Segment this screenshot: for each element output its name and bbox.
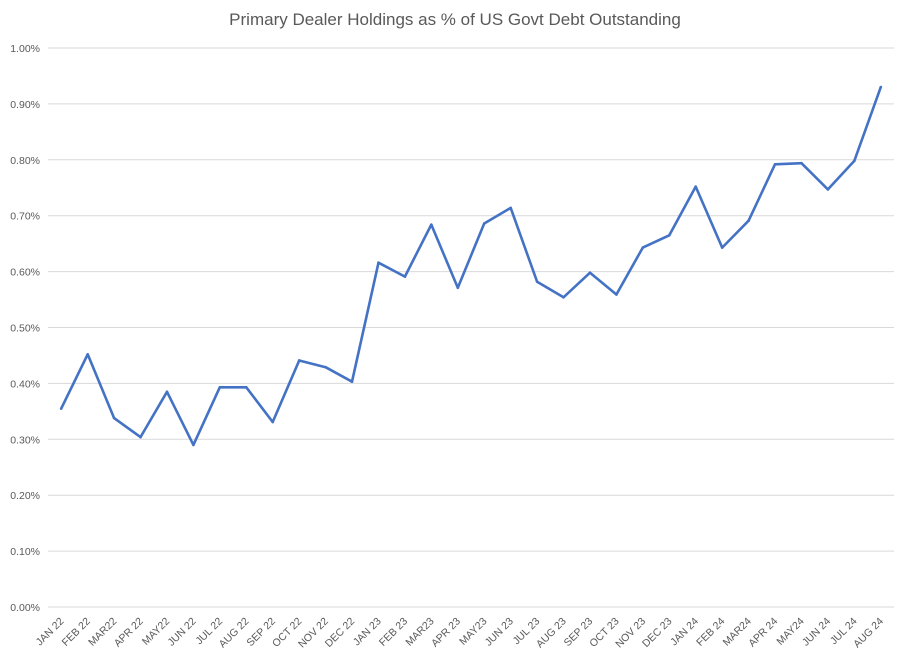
data-point (615, 293, 618, 296)
x-tick-label: AUG 22 (217, 615, 252, 650)
x-tick-label: FEB 23 (377, 615, 410, 648)
y-tick-label: 0.50% (10, 323, 40, 335)
data-point (773, 162, 777, 166)
data-point (747, 219, 750, 223)
y-tick-label: 0.80% (10, 155, 40, 167)
data-point (535, 280, 539, 283)
data-point (112, 416, 116, 420)
data-point (324, 365, 327, 369)
data-point (244, 386, 248, 389)
data-point (720, 246, 724, 249)
data-point (641, 246, 645, 249)
data-point (139, 435, 142, 439)
y-tick-label: 0.20% (10, 490, 40, 502)
data-point (350, 380, 354, 384)
data-point (853, 159, 856, 163)
x-tick-label: DEC 22 (323, 615, 358, 650)
x-tick-label: AUG 24 (851, 615, 886, 650)
x-tick-label: DEC 23 (640, 615, 675, 650)
data-point (826, 188, 830, 191)
data-point (430, 223, 433, 226)
y-tick-label: 1.00% (10, 43, 40, 55)
x-tick-label: APR 23 (429, 615, 463, 649)
data-point (694, 185, 698, 188)
data-point (562, 296, 565, 299)
data-point (879, 85, 883, 89)
x-tick-label: APR 22 (112, 615, 146, 649)
data-point (667, 233, 671, 237)
data-point (218, 386, 222, 389)
x-tick-label: JUN 24 (800, 615, 833, 648)
data-point (165, 390, 169, 394)
x-tick-label: AUG 23 (534, 615, 569, 650)
x-tick-label: FEB 24 (694, 615, 727, 648)
data-point (86, 353, 89, 356)
data-point (192, 443, 195, 447)
x-tick-label: JUN 22 (165, 615, 198, 648)
data-point (377, 261, 380, 264)
y-tick-label: 0.10% (10, 546, 40, 558)
y-axis-tick-labels: 0.00% 0.10% 0.20% 0.30% 0.40% 0.50% 0.60% 0.70%… (10, 43, 40, 614)
series-line (59, 85, 883, 447)
data-point (403, 275, 407, 278)
y-tick-label: 0.40% (10, 378, 40, 390)
chart-title: Primary Dealer Holdings as % of US Govt … (229, 10, 681, 29)
y-tick-label: 0.70% (10, 211, 40, 223)
y-tick-label: 0.30% (10, 434, 40, 446)
data-point (297, 359, 301, 362)
gridlines (48, 47, 894, 608)
x-tick-label: JUN 23 (483, 615, 516, 648)
data-point (588, 271, 592, 275)
data-point (482, 222, 486, 225)
y-tick-label: 0.00% (10, 602, 40, 614)
data-point (800, 161, 803, 165)
y-tick-label: 0.90% (10, 99, 40, 111)
x-tick-label: FEB 22 (60, 615, 93, 648)
x-tick-label: APR 24 (746, 615, 780, 649)
data-point (59, 407, 63, 410)
series-layer (59, 85, 883, 447)
data-point (456, 286, 460, 290)
y-tick-label: 0.60% (10, 267, 40, 279)
data-point (509, 206, 512, 210)
data-point (271, 420, 275, 424)
